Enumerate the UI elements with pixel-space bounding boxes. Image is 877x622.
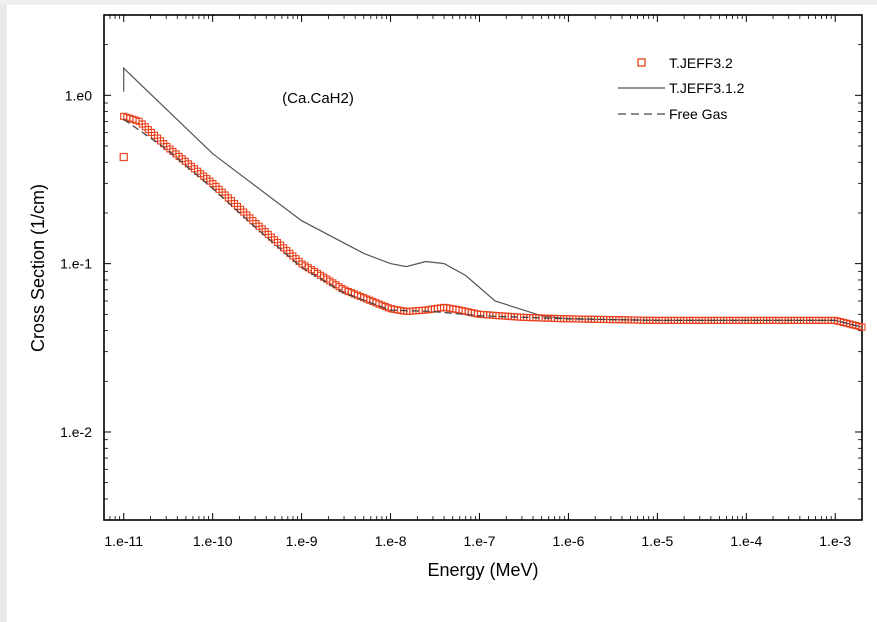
marker-t-jeff3-2: [858, 323, 866, 331]
left-background-band: [0, 0, 7, 622]
top-background-band: [0, 0, 877, 5]
y-tick-label: 1.e0: [65, 87, 92, 103]
legend-label-free-gas: Free Gas: [669, 106, 727, 122]
legend-marker-t-jeff3-2: [637, 58, 646, 67]
legend-label-t-jeff3-2: T.JEFF3.2: [669, 55, 733, 71]
x-axis-title: Energy (MeV): [427, 560, 538, 580]
y-tick-label: 1.e-1: [60, 256, 92, 272]
x-tick-label: 1.e-8: [375, 533, 407, 549]
x-tick-label: 1.e-7: [464, 533, 496, 549]
x-tick-label: 1.e-10: [193, 533, 233, 549]
y-tick-labels: 1.e-2 1.e-1 1.e0: [60, 87, 92, 440]
legend-label-t-jeff3-1-2: T.JEFF3.1.2: [669, 80, 745, 96]
series-layer: [119, 66, 866, 331]
x-tick-labels: 1.e-11 1.e-10 1.e-9 1.e-8 1.e-7 1.e-6 1.e-5 1.e…: [104, 533, 851, 549]
plot-frame: [103, 14, 863, 521]
x-tick-label: 1.e-11: [104, 533, 143, 549]
x-tick-label: 1.e-5: [641, 533, 673, 549]
x-tick-label: 1.e-9: [286, 533, 318, 549]
marker-t-jeff3-2-outlier: [119, 152, 128, 162]
y-tick-label: 1.e-2: [60, 424, 92, 440]
x-tick-label: 1.e-3: [819, 533, 851, 549]
y-axis-title: Cross Section (1/cm): [28, 184, 48, 352]
legend: T.JEFF3.2 T.JEFF3.1.2 Free Gas: [618, 55, 745, 122]
series-line-free-gas: [123, 118, 863, 328]
x-tick-label: 1.e-6: [552, 533, 584, 549]
chart-annotation: (Ca.CaH2): [282, 90, 354, 107]
x-tick-label: 1.e-4: [730, 533, 762, 549]
axis-ticks: [103, 14, 863, 521]
